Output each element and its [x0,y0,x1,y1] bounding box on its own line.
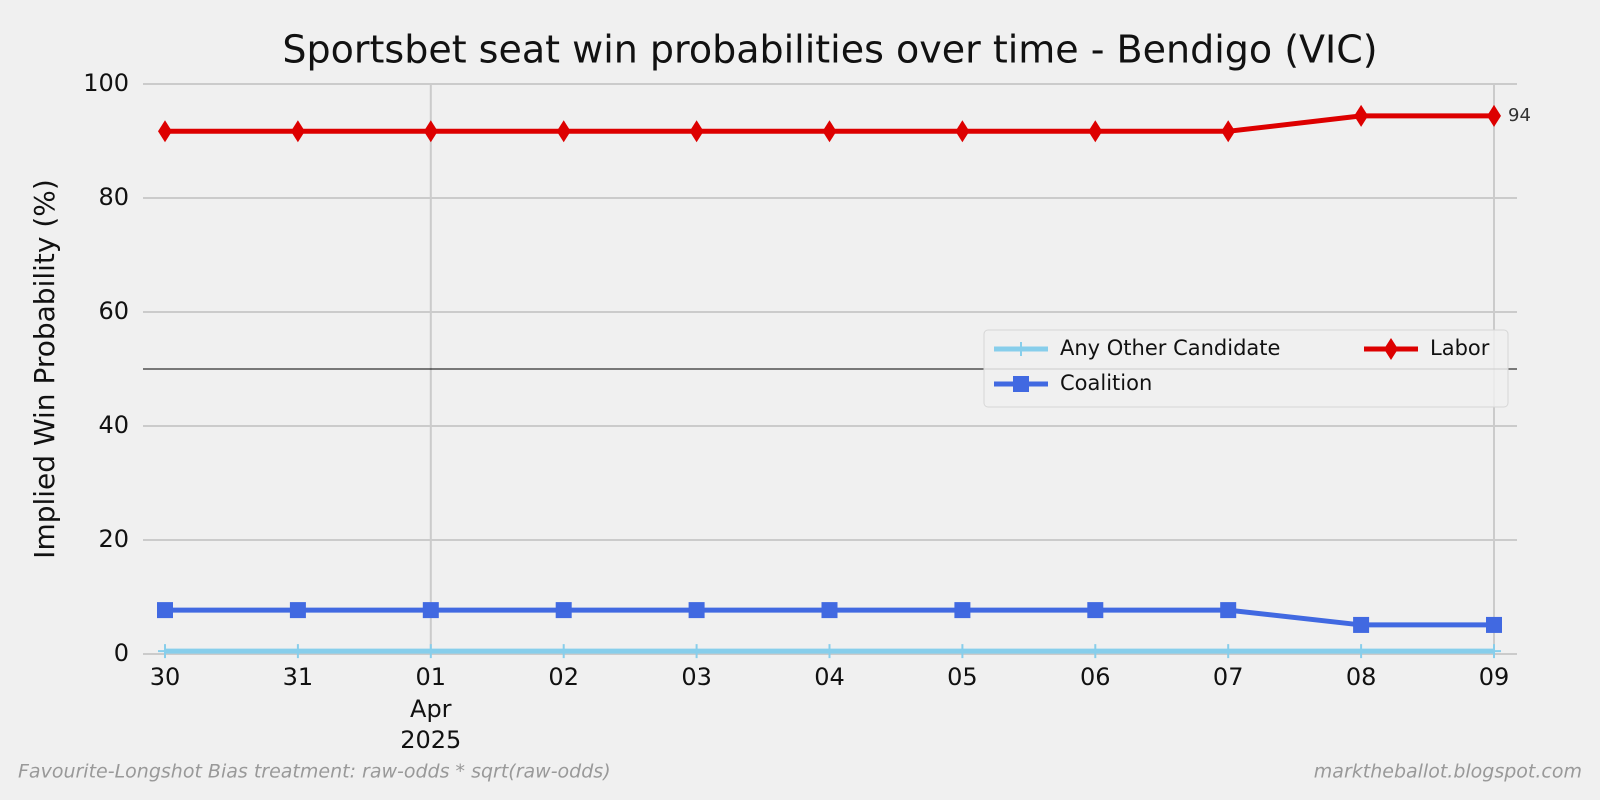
x-tick-label: 02 [548,663,579,691]
point-marker [688,602,705,619]
point-marker [689,120,704,143]
footer-left: Favourite-Longshot Bias treatment: raw-o… [18,761,611,783]
point-marker [689,644,704,659]
x-tick-label: 30 [150,663,181,691]
x-tick-label: 03 [681,663,712,691]
x-tick-label: 08 [1346,663,1377,691]
x-tick-label: 04 [814,663,845,691]
point-marker [1220,602,1237,619]
point-marker [423,120,438,143]
x-tick-label: 31 [283,663,314,691]
point-marker [822,644,837,659]
point-marker [157,602,173,619]
legend-marker [1014,342,1028,356]
point-marker [290,644,305,659]
legend-marker [1013,376,1029,392]
y-tick-label: 100 [83,69,129,97]
point-marker [423,644,438,659]
point-marker [555,602,572,619]
point-marker [556,644,571,659]
y-tick-label: 0 [114,639,129,667]
legend-label: Labor [1430,336,1490,360]
point-marker [422,602,439,619]
legend-marker [1384,338,1398,360]
y-tick-label: 80 [98,183,129,211]
x-tick-year: 2025 [400,726,461,754]
point-marker [954,602,971,619]
x-tick-label: 07 [1213,663,1244,691]
legend-label: Coalition [1060,371,1152,395]
point-marker [1354,104,1369,127]
point-marker [1221,120,1236,143]
legend-label: Any Other Candidate [1060,336,1280,360]
point-marker [955,120,970,143]
point-marker [290,120,305,143]
point-marker [289,602,306,619]
point-marker [821,602,838,619]
point-marker [1487,104,1501,127]
point-marker [955,644,970,659]
x-tick-month: Apr [410,695,452,723]
y-tick-label: 20 [98,525,129,553]
point-marker [158,120,172,143]
point-marker [1088,120,1103,143]
y-axis-label: Implied Win Probability (%) [28,179,61,559]
footer-right: marktheballot.blogspot.com [1314,761,1582,783]
x-tick-label: 01 [416,663,447,691]
y-tick-label: 40 [98,411,129,439]
y-tick-label: 60 [98,297,129,325]
point-marker [158,644,172,659]
point-marker [556,120,571,143]
point-marker [1354,644,1369,659]
point-marker [822,120,837,143]
point-marker [1088,644,1103,659]
value-label: 94 [1508,105,1531,126]
point-marker [1487,644,1501,659]
chart-title: Sportsbet seat win probabilities over ti… [282,28,1377,72]
x-tick-label: 06 [1080,663,1111,691]
point-marker [1087,602,1104,619]
point-marker [1353,616,1370,633]
x-tick-label: 05 [947,663,978,691]
point-marker [1486,616,1502,633]
point-marker [1221,644,1236,659]
x-tick-label: 09 [1479,663,1510,691]
